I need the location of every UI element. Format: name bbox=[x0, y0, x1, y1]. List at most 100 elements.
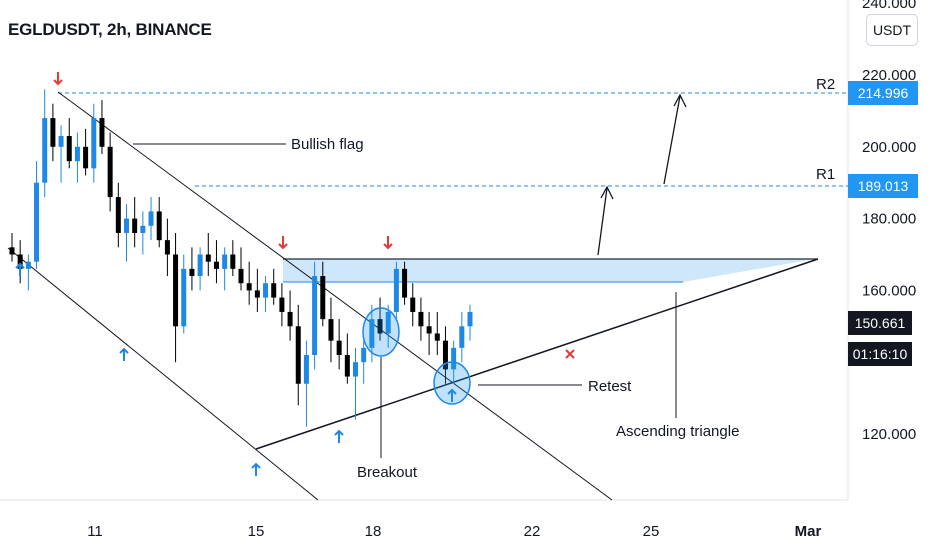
candle[interactable] bbox=[353, 347, 358, 420]
arrow-up-icon bbox=[447, 388, 457, 402]
candle[interactable] bbox=[426, 311, 432, 356]
candle[interactable] bbox=[50, 103, 56, 162]
arrow-up-icon bbox=[119, 347, 129, 361]
retest-label: Retest bbox=[588, 378, 632, 395]
candle[interactable] bbox=[132, 197, 138, 248]
breakout-circle[interactable] bbox=[362, 307, 400, 357]
candle[interactable] bbox=[164, 218, 170, 277]
candle[interactable] bbox=[107, 132, 113, 212]
candle[interactable] bbox=[418, 297, 424, 341]
candle[interactable] bbox=[66, 118, 72, 169]
candle[interactable] bbox=[279, 283, 285, 327]
candle[interactable] bbox=[246, 261, 252, 305]
candle[interactable] bbox=[312, 261, 318, 370]
candle[interactable] bbox=[263, 276, 269, 312]
candle[interactable] bbox=[385, 304, 391, 348]
arrow-up-icon bbox=[334, 429, 344, 443]
candle[interactable] bbox=[271, 268, 277, 305]
candle[interactable] bbox=[287, 290, 293, 341]
candle[interactable] bbox=[115, 182, 121, 248]
bar-countdown-badge[interactable]: 01:16:10 bbox=[848, 342, 912, 366]
time-tick-label: 11 bbox=[87, 523, 103, 540]
candle[interactable] bbox=[181, 254, 187, 334]
arrow-up-icon bbox=[251, 462, 261, 476]
candle[interactable] bbox=[328, 297, 334, 363]
currency-button[interactable]: USDT bbox=[866, 14, 918, 46]
candle[interactable] bbox=[42, 89, 48, 198]
candle[interactable] bbox=[230, 240, 236, 277]
time-tick-label: 22 bbox=[524, 523, 541, 540]
candlestick-series[interactable] bbox=[9, 89, 473, 427]
r1-price-badge[interactable]: 189.013 bbox=[848, 174, 918, 198]
candle[interactable] bbox=[197, 247, 203, 291]
ascending-triangle-label: Ascending triangle bbox=[616, 423, 739, 440]
cross-icon bbox=[565, 349, 575, 359]
breakout-label: Breakout bbox=[357, 464, 418, 481]
candle[interactable] bbox=[83, 128, 89, 176]
arrow-down-icon bbox=[53, 72, 63, 86]
price-tick-label: 160.000 bbox=[862, 282, 916, 299]
candle[interactable] bbox=[173, 232, 179, 363]
candle[interactable] bbox=[320, 261, 326, 327]
candle[interactable] bbox=[361, 340, 367, 384]
price-tick-label: 180.000 bbox=[862, 211, 916, 228]
time-axis[interactable]: 11 15 18 22 25 Mar bbox=[87, 523, 821, 540]
price-tick-label: 200.000 bbox=[862, 139, 916, 156]
chart-title: EGLDUSDT, 2h, BINANCE bbox=[8, 20, 212, 39]
time-tick-label: 15 bbox=[248, 523, 265, 540]
candle[interactable] bbox=[25, 254, 31, 291]
candle[interactable] bbox=[156, 197, 162, 248]
candle[interactable] bbox=[148, 197, 154, 241]
price-axis[interactable]: 120.000 160.000 180.000 200.000 220.000 240.0… bbox=[862, 0, 916, 443]
candle[interactable] bbox=[99, 100, 105, 154]
candle[interactable] bbox=[205, 232, 211, 277]
candle[interactable] bbox=[74, 132, 80, 183]
svg-text:150.661: 150.661 bbox=[855, 315, 906, 331]
candle[interactable] bbox=[238, 247, 244, 291]
price-tick-label: 240.000 bbox=[862, 0, 916, 12]
flag-upper-line[interactable] bbox=[57, 91, 613, 501]
candle[interactable] bbox=[344, 333, 350, 384]
candle[interactable] bbox=[58, 125, 64, 183]
r2-label: R2 bbox=[816, 76, 835, 93]
arrow-down-icon bbox=[278, 236, 288, 250]
candle[interactable] bbox=[254, 268, 260, 312]
last-price-badge[interactable]: 150.661 bbox=[848, 311, 912, 335]
candle[interactable] bbox=[434, 311, 440, 356]
candle[interactable] bbox=[303, 340, 309, 427]
candle[interactable] bbox=[213, 240, 219, 284]
candle[interactable] bbox=[467, 304, 473, 341]
candle[interactable] bbox=[295, 304, 301, 406]
candle[interactable] bbox=[189, 247, 195, 291]
candle[interactable] bbox=[124, 204, 129, 262]
price-tick-label: 120.000 bbox=[862, 426, 916, 443]
candle[interactable] bbox=[336, 319, 342, 370]
candle[interactable] bbox=[410, 283, 416, 327]
candle[interactable] bbox=[17, 240, 23, 284]
candle[interactable] bbox=[140, 211, 146, 255]
candle[interactable] bbox=[402, 261, 408, 305]
candle[interactable] bbox=[393, 261, 399, 320]
candle[interactable] bbox=[459, 311, 465, 363]
candle[interactable] bbox=[222, 247, 228, 291]
arrow-down-icon bbox=[383, 236, 393, 250]
retest-circle[interactable] bbox=[433, 361, 471, 405]
candle[interactable] bbox=[442, 326, 448, 384]
candle[interactable] bbox=[9, 232, 15, 262]
r1-label: R1 bbox=[816, 166, 835, 183]
candle[interactable] bbox=[34, 161, 40, 269]
r2-price-badge[interactable]: 214.996 bbox=[848, 81, 918, 105]
svg-text:214.996: 214.996 bbox=[858, 85, 909, 101]
price-tick-label: 220.000 bbox=[862, 67, 916, 84]
triangle-support-line[interactable] bbox=[255, 258, 819, 450]
resistance-zone[interactable] bbox=[283, 259, 815, 282]
candle[interactable] bbox=[377, 297, 383, 341]
time-tick-label: 18 bbox=[365, 523, 382, 540]
candle[interactable] bbox=[91, 103, 97, 183]
flag-lower-line[interactable] bbox=[7, 247, 319, 501]
target-arrow-r2[interactable] bbox=[663, 93, 687, 185]
svg-text:01:16:10: 01:16:10 bbox=[853, 346, 908, 362]
arrow-up-icon bbox=[15, 262, 25, 276]
target-arrow-r1[interactable] bbox=[597, 185, 614, 256]
